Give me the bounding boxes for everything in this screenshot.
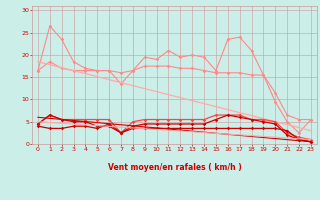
X-axis label: Vent moyen/en rafales ( km/h ): Vent moyen/en rafales ( km/h ): [108, 163, 241, 172]
